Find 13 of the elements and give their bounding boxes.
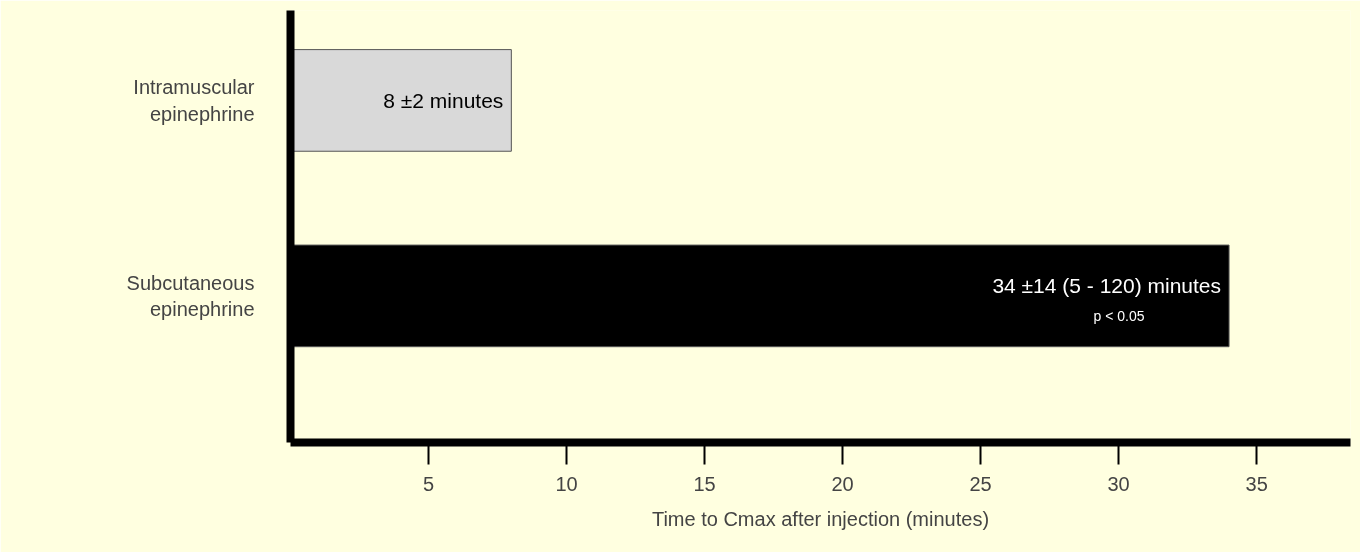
annotation: p < 0.05 xyxy=(1093,307,1145,324)
x-tick-label: 35 xyxy=(1245,472,1268,495)
data-label: 8 ±2 minutes xyxy=(383,88,504,112)
x-tick-label: 25 xyxy=(969,472,992,495)
x-tick-label: 5 xyxy=(422,472,435,495)
x-tick-label: 20 xyxy=(831,472,854,495)
y-tick-label: Subcutaneous epinephrine xyxy=(126,271,255,321)
x-tick-label: 15 xyxy=(693,472,716,495)
x-tick-label: 10 xyxy=(555,472,578,495)
data-label: 34 ±14 (5 - 120) minutes xyxy=(992,274,1222,298)
y-tick-label: Intramuscular epinephrine xyxy=(133,76,255,125)
x-tick-label: 30 xyxy=(1107,472,1130,495)
x-axis-title: Time to Cmax after injection (minutes) xyxy=(651,507,990,530)
